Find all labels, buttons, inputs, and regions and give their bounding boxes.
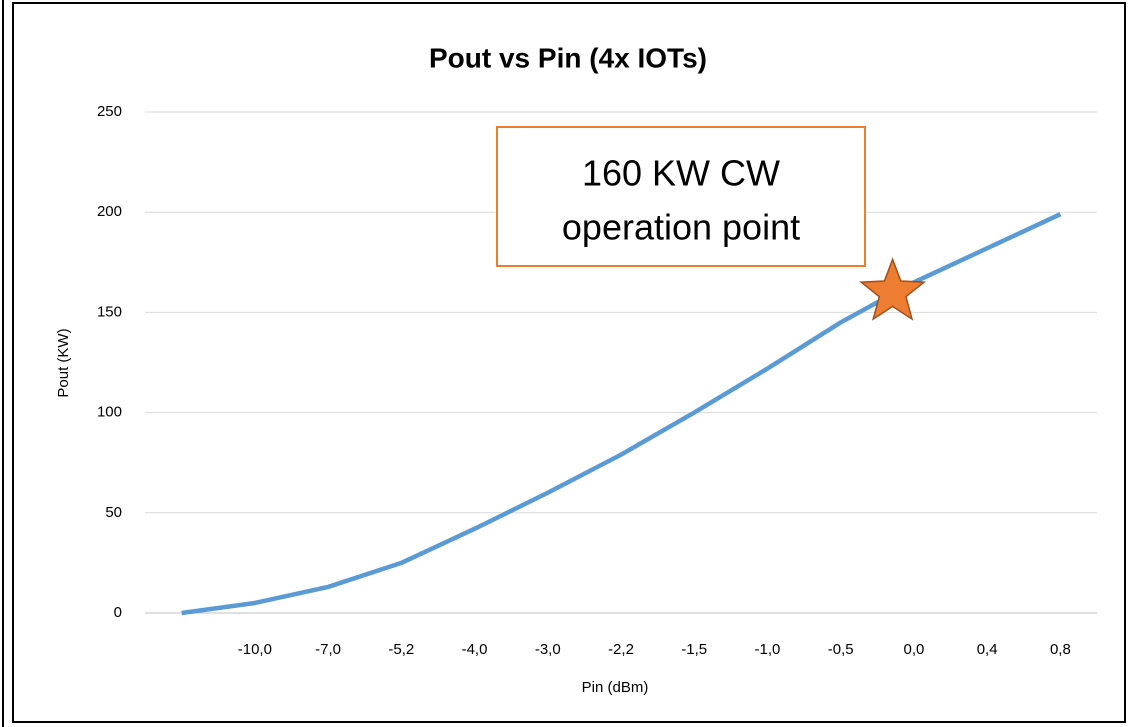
chart-title: Pout vs Pin (4x IOTs) [429, 42, 707, 73]
annotation-text: 160 KW CW [582, 153, 780, 194]
x-tick-label: 0,8 [1050, 641, 1071, 658]
x-tick-label: -0,5 [828, 641, 854, 658]
x-tick-label: -1,0 [755, 641, 781, 658]
x-tick-label: -3,0 [535, 641, 561, 658]
x-tick-label: -7,0 [315, 641, 341, 658]
y-tick-label: 150 [97, 303, 122, 320]
x-tick-label: -4,0 [462, 641, 488, 658]
y-tick-label: 200 [97, 203, 122, 220]
y-axis-label: Pout (KW) [55, 328, 72, 397]
x-tick-label: 0,0 [903, 641, 924, 658]
x-axis-label: Pin (dBm) [582, 679, 649, 696]
annotation-text: operation point [562, 207, 800, 248]
x-tick-label: -2,2 [608, 641, 634, 658]
series-line [181, 212, 1062, 616]
y-tick-label: 0 [114, 604, 122, 621]
x-tick-label: -1,5 [681, 641, 707, 658]
annotation-star [859, 257, 927, 321]
x-tick-label: -10,0 [238, 641, 272, 658]
annotation-box [496, 126, 866, 267]
x-tick-label: -5,2 [388, 641, 414, 658]
chart-frame [12, 2, 1126, 723]
y-tick-label: 50 [105, 504, 122, 521]
y-tick-label: 100 [97, 404, 122, 421]
x-tick-label: 0,4 [977, 641, 998, 658]
y-tick-label: 250 [97, 103, 122, 120]
